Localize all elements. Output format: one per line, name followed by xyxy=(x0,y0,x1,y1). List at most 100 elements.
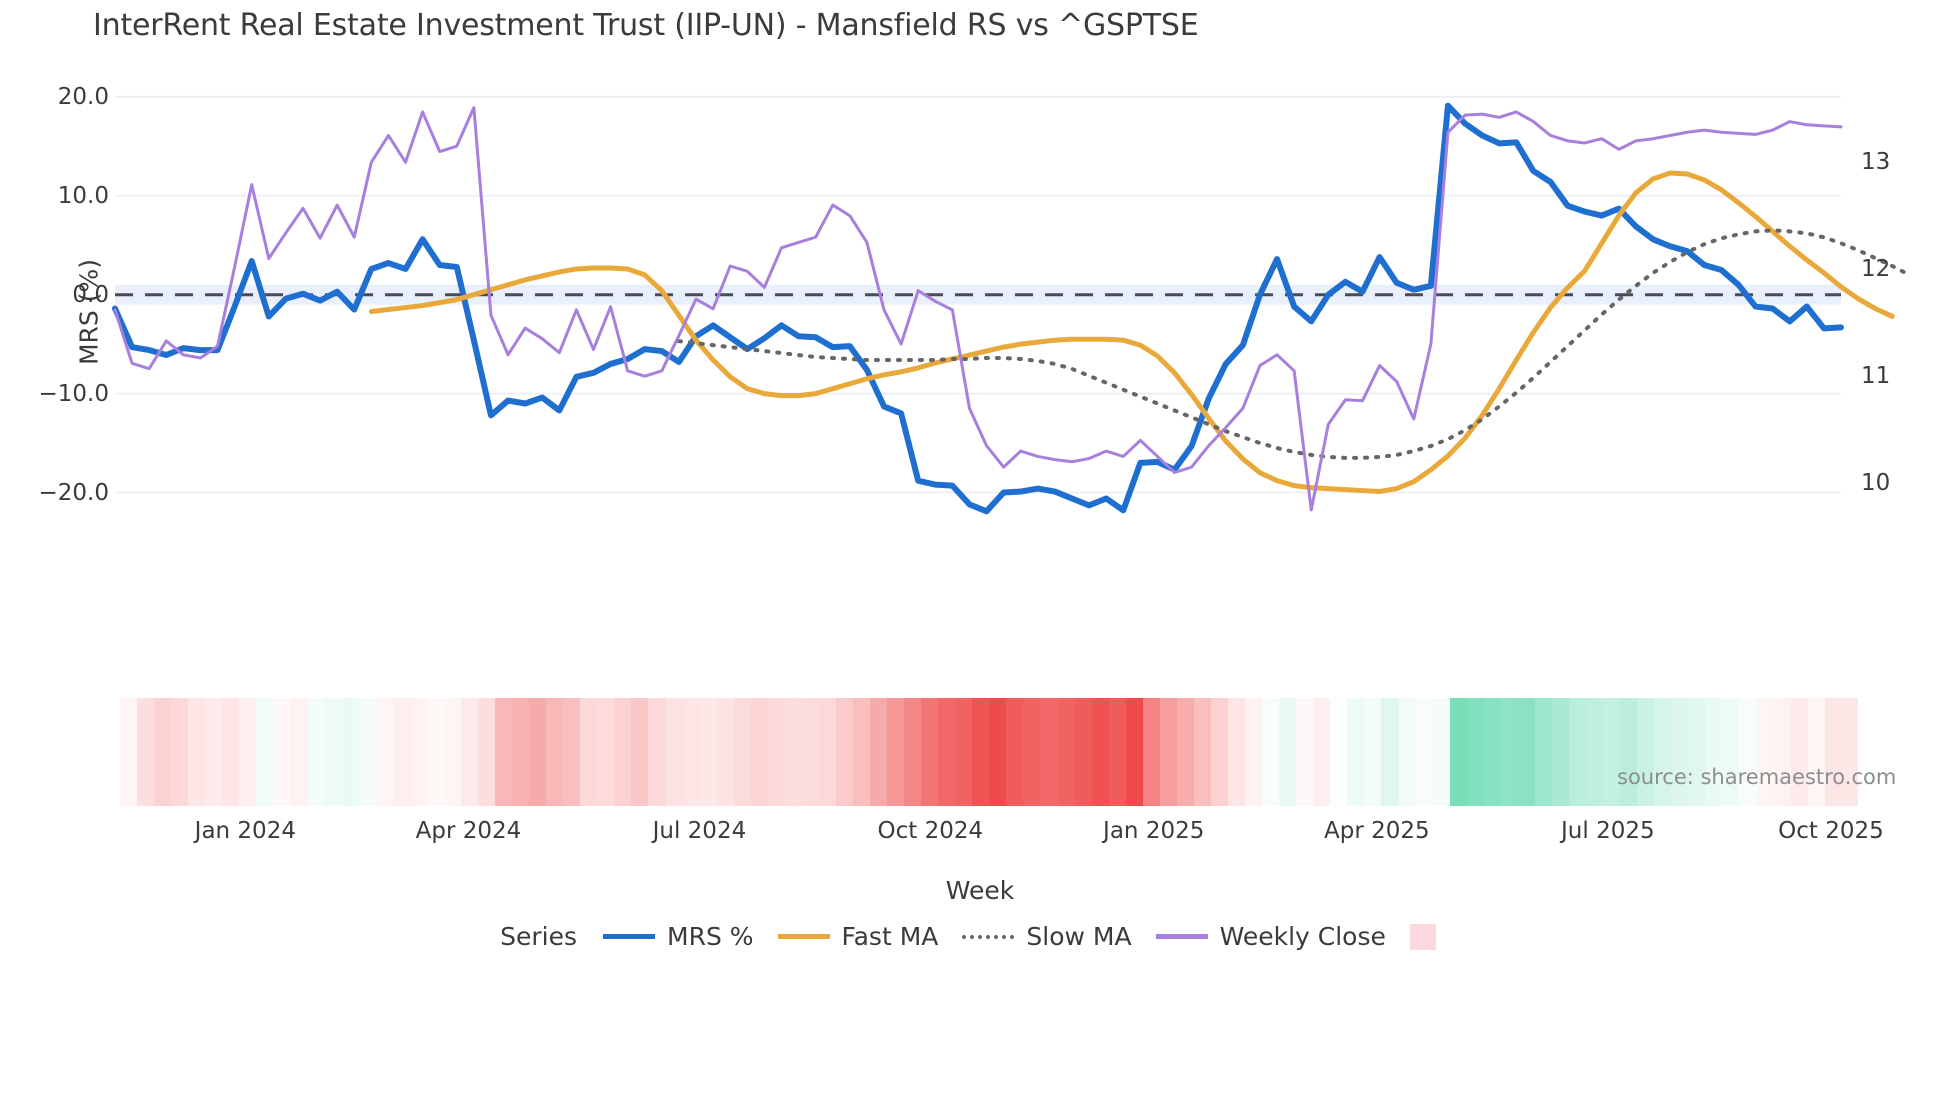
legend-item-swatch[interactable] xyxy=(1409,923,1436,950)
heat-band xyxy=(307,698,325,806)
heat-band xyxy=(1159,698,1177,806)
heat-band xyxy=(188,698,206,806)
heat-band xyxy=(546,698,564,806)
heat-band xyxy=(580,698,598,806)
heat-band xyxy=(1245,698,1263,806)
heat-band xyxy=(1739,698,1757,806)
heat-band xyxy=(1313,698,1331,806)
heat-band xyxy=(409,698,427,806)
heat-band xyxy=(972,698,990,806)
x-axis-ticks: Jan 2024 Apr 2024 Jul 2024 Oct 2024 Jan 2025… xyxy=(115,818,1884,854)
series-line-slow-ma xyxy=(676,228,1912,460)
heat-band xyxy=(256,698,274,806)
heat-band xyxy=(205,698,223,806)
heat-band xyxy=(1228,698,1246,806)
heat-band xyxy=(1722,698,1740,806)
x-tick-label: Jul 2024 xyxy=(652,818,747,844)
heat-band xyxy=(614,698,632,806)
heat-band xyxy=(1279,698,1297,806)
heat-band xyxy=(1586,698,1604,806)
heat-band xyxy=(1381,698,1399,806)
x-tick-label: Oct 2024 xyxy=(877,818,984,844)
heat-band xyxy=(597,698,615,806)
heat-band xyxy=(1688,698,1706,806)
x-tick-label: Apr 2024 xyxy=(415,818,522,844)
heat-band xyxy=(1057,698,1075,806)
heat-band xyxy=(818,698,836,806)
series-line-mrs xyxy=(112,102,1844,515)
heat-band xyxy=(392,698,410,806)
heat-band xyxy=(1364,698,1382,806)
series-lines xyxy=(112,102,1912,515)
legend-item-label: Slow MA xyxy=(1026,922,1132,951)
right-tick-label: 12 xyxy=(1861,256,1891,283)
heat-band xyxy=(495,698,513,806)
heat-band xyxy=(1142,698,1160,806)
heat-band xyxy=(1654,698,1672,806)
legend-item-label: Weekly Close xyxy=(1219,922,1386,951)
heat-band xyxy=(733,698,751,806)
heat-band xyxy=(324,698,342,806)
heat-band xyxy=(1330,698,1348,806)
heat-band xyxy=(1620,698,1638,806)
legend-item-fast-ma[interactable]: Fast MA xyxy=(777,922,938,951)
heat-band xyxy=(1841,698,1858,806)
heat-band xyxy=(955,698,973,806)
heat-band xyxy=(1824,698,1842,806)
heat-band xyxy=(1006,698,1024,806)
heat-band xyxy=(1756,698,1774,806)
legend-line-swatch xyxy=(777,934,830,939)
heat-band xyxy=(1807,698,1825,806)
heat-band xyxy=(1091,698,1109,806)
heat-band xyxy=(1108,698,1126,806)
heat-band xyxy=(137,698,155,806)
x-axis-label: Week xyxy=(945,876,1015,905)
heat-band xyxy=(460,698,478,806)
heat-band xyxy=(529,698,547,806)
heat-band xyxy=(750,698,768,806)
source-note: source: sharemaestro.com xyxy=(1617,765,1897,789)
heat-band xyxy=(1398,698,1416,806)
series-line-fast-ma xyxy=(368,170,1895,495)
heat-band xyxy=(835,698,854,806)
zero-reference-line xyxy=(115,284,1841,305)
left-tick-label: 0.0 xyxy=(72,281,109,308)
heat-band xyxy=(154,698,172,806)
series-line-weekly-close xyxy=(113,106,1843,512)
heat-band xyxy=(989,698,1007,806)
heat-band xyxy=(682,698,700,806)
page-title: InterRent Real Estate Investment Trust (… xyxy=(93,8,1199,43)
heat-band xyxy=(1790,698,1808,806)
rs-regime-heat-strip xyxy=(120,698,1858,806)
legend-item-mrs[interactable]: MRS % xyxy=(603,922,754,951)
x-tick-label: Jan 2025 xyxy=(1103,818,1205,844)
heat-band xyxy=(290,698,308,806)
heat-band xyxy=(1483,698,1501,806)
heat-band xyxy=(1432,698,1450,806)
heat-band xyxy=(1449,698,1467,806)
plot-area: MRS (%) Close (weekly) xyxy=(75,82,1912,542)
heat-band xyxy=(1176,698,1194,806)
heat-band xyxy=(273,698,291,806)
legend-item-weekly-close[interactable]: Weekly Close xyxy=(1155,922,1386,951)
legend-item-slow-ma[interactable]: Slow MA xyxy=(962,922,1132,951)
heat-band xyxy=(1296,698,1314,806)
heat-band xyxy=(512,698,530,806)
heat-band xyxy=(699,698,717,806)
heat-band xyxy=(443,698,461,806)
legend-line-swatch xyxy=(603,934,656,939)
heat-band xyxy=(341,698,359,806)
heat-band xyxy=(358,698,376,806)
heat-band xyxy=(171,698,189,806)
x-tick-label: Jul 2025 xyxy=(1561,818,1655,844)
heat-band xyxy=(904,698,922,806)
heat-band xyxy=(1040,698,1058,806)
heat-band xyxy=(239,698,257,806)
heat-band xyxy=(1773,698,1791,806)
heat-band xyxy=(1262,698,1280,806)
heat-band xyxy=(120,698,138,806)
legend: Series MRS % Fast MA Slow MA Weekly Close xyxy=(0,922,1960,951)
heat-band xyxy=(1466,698,1484,806)
heat-band xyxy=(1568,698,1587,806)
